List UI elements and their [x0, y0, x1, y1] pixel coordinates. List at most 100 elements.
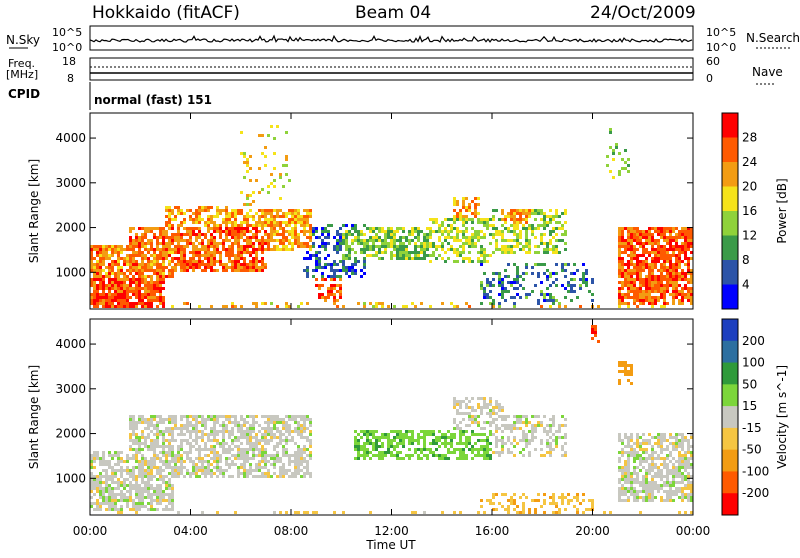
power-cell — [342, 260, 345, 263]
velocity-cell — [249, 448, 252, 451]
power-cell — [321, 278, 324, 281]
velocity-cell — [366, 439, 369, 442]
power-cell — [675, 287, 678, 290]
velocity-cell — [669, 481, 672, 484]
velocity-cell — [453, 421, 456, 424]
velocity-cell — [621, 475, 624, 478]
power-cell — [99, 278, 102, 281]
power-cell — [516, 269, 519, 272]
power-cell — [372, 242, 375, 245]
velocity-cell — [639, 463, 642, 466]
power-cell — [312, 254, 315, 257]
velocity-cell — [150, 448, 153, 451]
cpid-text: normal (fast) 151 — [94, 93, 212, 107]
power-cell — [210, 266, 213, 269]
velocity-cell — [99, 490, 102, 493]
velocity-cell — [576, 496, 579, 499]
power-cell — [384, 242, 387, 245]
power-cell — [438, 254, 441, 257]
velocity-cell — [468, 439, 471, 442]
power-cell — [312, 242, 315, 245]
velocity-cell — [630, 475, 633, 478]
power-cell — [96, 284, 99, 287]
power-cell — [324, 299, 327, 302]
power-cell — [651, 257, 654, 260]
velocity-cell — [522, 493, 525, 496]
velocity-cell — [123, 496, 126, 499]
velocity-cell — [384, 433, 387, 436]
velocity-cell — [249, 430, 252, 433]
power-cell — [150, 269, 153, 272]
velocity-cell — [135, 508, 138, 511]
power-cell — [657, 299, 660, 302]
power-cell — [357, 260, 360, 263]
power-cell — [294, 212, 297, 215]
power-cell — [336, 248, 339, 251]
power-cell — [636, 278, 639, 281]
velocity-cell — [258, 448, 261, 451]
power-cell — [675, 236, 678, 239]
power-cell — [348, 230, 351, 233]
velocity-cell — [213, 418, 216, 421]
velocity-cell — [528, 421, 531, 424]
velocity-cell — [516, 418, 519, 421]
power-cell — [324, 242, 327, 245]
power-cell — [207, 215, 210, 218]
velocity-cell — [120, 496, 123, 499]
velocity-cell — [168, 427, 171, 430]
power-cell — [240, 224, 243, 227]
velocity-cell — [195, 472, 198, 475]
power-cell — [468, 242, 471, 245]
power-cell — [654, 275, 657, 278]
velocity-cell — [423, 430, 426, 433]
velocity-cell — [156, 457, 159, 460]
power-cell — [240, 236, 243, 239]
velocity-cell — [219, 415, 222, 418]
power-cell — [99, 287, 102, 290]
power-cell — [402, 305, 405, 308]
power-cell — [633, 239, 636, 242]
velocity-cell — [219, 472, 222, 475]
velocity-cell — [267, 415, 270, 418]
velocity-cell — [183, 424, 186, 427]
power-cell — [234, 224, 237, 227]
velocity-cell — [273, 433, 276, 436]
power-cell — [258, 242, 261, 245]
power-cell — [144, 236, 147, 239]
power-cell — [129, 305, 132, 308]
power-cell — [111, 251, 114, 254]
velocity-cell — [129, 433, 132, 436]
velocity-cell — [93, 466, 96, 469]
power-cell — [321, 266, 324, 269]
velocity-cell — [669, 433, 672, 436]
velocity-cell — [174, 463, 177, 466]
velocity-cell — [648, 466, 651, 469]
power-cell — [195, 212, 198, 215]
velocity-cell — [378, 445, 381, 448]
power-cell — [444, 230, 447, 233]
power-cell — [516, 239, 519, 242]
power-cell — [621, 227, 624, 230]
velocity-cell — [171, 430, 174, 433]
velocity-cell — [276, 475, 279, 478]
power-cell — [243, 260, 246, 263]
velocity-cell — [384, 436, 387, 439]
power-cell — [153, 272, 156, 275]
velocity-cell — [156, 490, 159, 493]
power-cell — [324, 296, 327, 299]
power-cell — [669, 263, 672, 266]
velocity-cell — [522, 505, 525, 508]
power-cell — [480, 245, 483, 248]
velocity-cell — [459, 439, 462, 442]
power-cell — [495, 248, 498, 251]
power-cell — [540, 242, 543, 245]
velocity-cell — [222, 472, 225, 475]
velocity-cell — [132, 502, 135, 505]
velocity-cell — [279, 457, 282, 460]
power-cell — [105, 293, 108, 296]
velocity-cell — [630, 364, 633, 367]
velocity-cell — [402, 433, 405, 436]
velocity-cell — [180, 460, 183, 463]
power-cell — [318, 287, 321, 290]
velocity-cell — [120, 475, 123, 478]
